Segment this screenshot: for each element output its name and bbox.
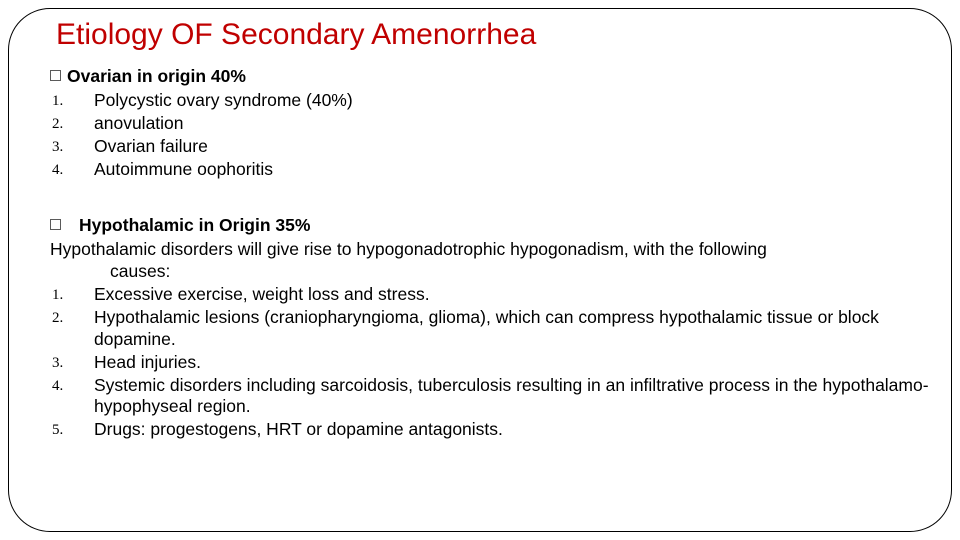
list-item: 3. Ovarian failure bbox=[50, 136, 930, 158]
checkbox-icon bbox=[50, 219, 61, 230]
item-number: 2. bbox=[50, 307, 94, 328]
section1-heading-row: Ovarian in origin 40% bbox=[50, 66, 930, 88]
item-number: 3. bbox=[50, 352, 94, 373]
item-number: 2. bbox=[50, 113, 94, 134]
list-item: 2. anovulation bbox=[50, 113, 930, 135]
item-text: Autoimmune oophoritis bbox=[94, 159, 930, 181]
section-ovarian: Ovarian in origin 40% 1. Polycystic ovar… bbox=[50, 66, 930, 180]
item-text: Polycystic ovary syndrome (40%) bbox=[94, 90, 930, 112]
intro-line1: Hypothalamic disorders will give rise to… bbox=[50, 239, 930, 261]
slide-content: Etiology OF Secondary Amenorrhea Ovarian… bbox=[50, 18, 930, 512]
item-number: 4. bbox=[50, 159, 94, 180]
item-text: Drugs: progestogens, HRT or dopamine ant… bbox=[94, 419, 930, 441]
item-text: Head injuries. bbox=[94, 352, 930, 374]
item-number: 5. bbox=[50, 419, 94, 440]
list-item: 4. Autoimmune oophoritis bbox=[50, 159, 930, 181]
slide: Etiology OF Secondary Amenorrhea Ovarian… bbox=[0, 0, 960, 540]
list-item: 5. Drugs: progestogens, HRT or dopamine … bbox=[50, 419, 930, 441]
checkbox-icon bbox=[50, 70, 61, 81]
item-number: 1. bbox=[50, 284, 94, 305]
list-item: 4. Systemic disorders including sarcoido… bbox=[50, 375, 930, 419]
intro-line2-row: causes: bbox=[50, 261, 930, 283]
item-text: Hypothalamic lesions (craniopharyngioma,… bbox=[94, 307, 930, 351]
slide-title: Etiology OF Secondary Amenorrhea bbox=[56, 18, 930, 52]
list-item: 2. Hypothalamic lesions (craniopharyngio… bbox=[50, 307, 930, 351]
item-number: 3. bbox=[50, 136, 94, 157]
section2-heading-row: Hypothalamic in Origin 35% bbox=[50, 215, 930, 237]
item-text: Systemic disorders including sarcoidosis… bbox=[94, 375, 930, 419]
item-text: Excessive exercise, weight loss and stre… bbox=[94, 284, 930, 306]
list-item: 1. Polycystic ovary syndrome (40%) bbox=[50, 90, 930, 112]
section2-heading: Hypothalamic in Origin 35% bbox=[79, 215, 310, 237]
list-item: 1. Excessive exercise, weight loss and s… bbox=[50, 284, 930, 306]
section-hypothalamic: Hypothalamic in Origin 35% Hypothalamic … bbox=[50, 215, 930, 441]
spacer bbox=[50, 181, 930, 215]
section2-intro: Hypothalamic disorders will give rise to… bbox=[50, 239, 930, 283]
item-number: 1. bbox=[50, 90, 94, 111]
intro-line2: causes: bbox=[110, 261, 930, 283]
section1-heading: Ovarian in origin 40% bbox=[67, 66, 246, 88]
item-text: Ovarian failure bbox=[94, 136, 930, 158]
list-item: 3. Head injuries. bbox=[50, 352, 930, 374]
item-number: 4. bbox=[50, 375, 94, 396]
item-text: anovulation bbox=[94, 113, 930, 135]
